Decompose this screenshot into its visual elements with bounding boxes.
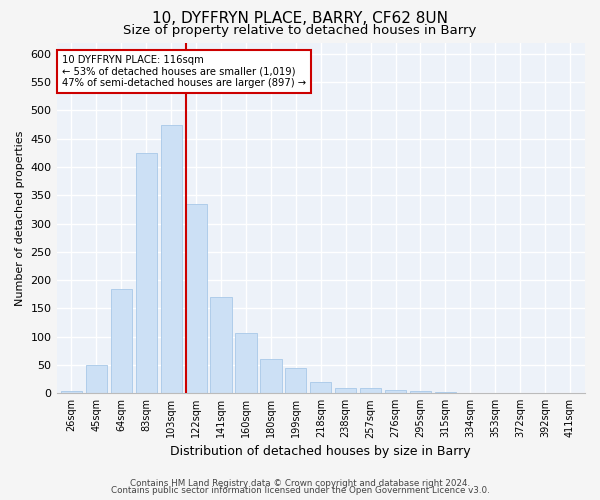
Bar	[161, 124, 182, 393]
Bar	[260, 360, 281, 393]
Text: 10, DYFFRYN PLACE, BARRY, CF62 8UN: 10, DYFFRYN PLACE, BARRY, CF62 8UN	[152, 11, 448, 26]
Bar	[460, 392, 481, 393]
Bar	[435, 392, 456, 393]
Bar	[360, 388, 381, 393]
Bar	[310, 382, 331, 393]
Text: 10 DYFFRYN PLACE: 116sqm
← 53% of detached houses are smaller (1,019)
47% of sem: 10 DYFFRYN PLACE: 116sqm ← 53% of detach…	[62, 55, 306, 88]
Bar	[86, 365, 107, 393]
X-axis label: Distribution of detached houses by size in Barry: Distribution of detached houses by size …	[170, 444, 471, 458]
Bar	[535, 392, 556, 393]
Text: Contains HM Land Registry data © Crown copyright and database right 2024.: Contains HM Land Registry data © Crown c…	[130, 478, 470, 488]
Bar	[61, 392, 82, 393]
Bar	[136, 153, 157, 393]
Bar	[211, 297, 232, 393]
Text: Size of property relative to detached houses in Barry: Size of property relative to detached ho…	[124, 24, 476, 37]
Bar	[111, 288, 132, 393]
Text: Contains public sector information licensed under the Open Government Licence v3: Contains public sector information licen…	[110, 486, 490, 495]
Bar	[385, 390, 406, 393]
Bar	[485, 392, 506, 393]
Y-axis label: Number of detached properties: Number of detached properties	[15, 130, 25, 306]
Bar	[410, 392, 431, 393]
Bar	[185, 204, 207, 393]
Bar	[509, 392, 531, 393]
Bar	[559, 392, 581, 393]
Bar	[335, 388, 356, 393]
Bar	[235, 332, 257, 393]
Bar	[285, 368, 307, 393]
